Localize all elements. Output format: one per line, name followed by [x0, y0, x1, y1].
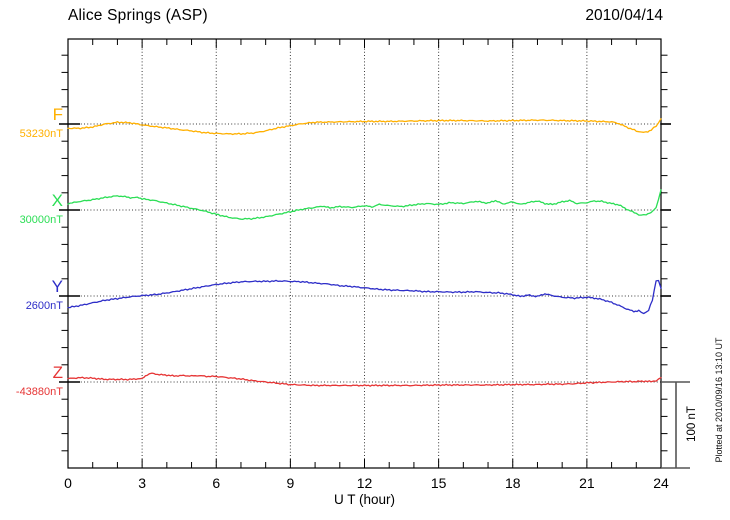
x-tick-label-9: 9: [286, 475, 295, 491]
channel-f-name: F: [52, 105, 63, 124]
x-tick-label-12: 12: [356, 475, 373, 491]
channel-z-base-value: -43880nT: [15, 386, 63, 398]
channel-y-legend: Y 2600nT: [0, 277, 63, 313]
channel-x-base-value: 30000nT: [19, 214, 63, 226]
trace-x: [67, 189, 662, 221]
x-tick-label-0: 0: [64, 475, 72, 491]
channel-y-name: Y: [51, 277, 63, 296]
trace-y: [67, 279, 662, 315]
channel-f-legend: F 53230nT: [0, 105, 63, 141]
trace-f: [67, 118, 662, 136]
trace-z: [67, 372, 662, 387]
x-tick-label-21: 21: [579, 475, 595, 491]
channel-x-name: X: [51, 191, 63, 210]
channel-f-base-value: 53230nT: [19, 128, 63, 140]
plot-timestamp: Plotted at 2010/09/16 13:10 UT: [714, 337, 724, 463]
channel-z-name: Z: [52, 363, 63, 382]
x-tick-label-24: 24: [653, 475, 669, 491]
x-tick-label-18: 18: [504, 475, 521, 491]
x-axis-title: U T (hour): [333, 492, 396, 507]
channel-y-base-value: 2600nT: [25, 300, 63, 312]
x-tick-label-6: 6: [212, 475, 221, 491]
x-tick-label-15: 15: [430, 475, 447, 491]
channel-x-legend: X 30000nT: [0, 191, 63, 227]
x-tick-label-3: 3: [138, 475, 147, 491]
scale-bar-label: 100 nT: [686, 406, 698, 442]
page-title: Alice Springs (ASP): [68, 7, 208, 24]
channel-z-legend: Z -43880nT: [0, 363, 63, 399]
date-label: 2010/04/14: [585, 7, 663, 24]
